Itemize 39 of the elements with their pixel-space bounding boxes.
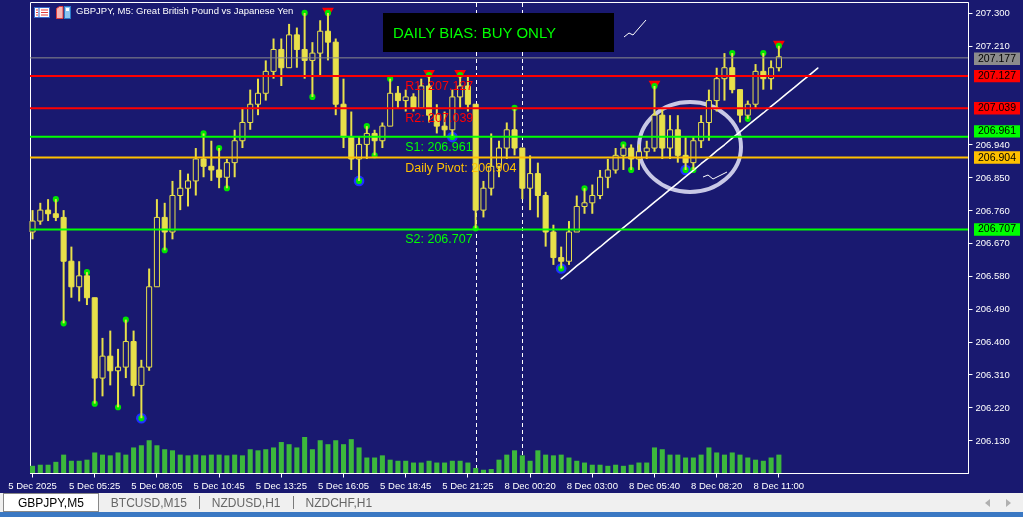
y-tick-label: 206.400 [975,336,1010,348]
y-tick-label: 206.580 [975,270,1010,282]
text: NZDUSD,H1 [198,495,293,510]
y-tick-label: 206.670 [975,237,1010,249]
x-tick-label: 5 Dec 2025 [8,479,57,491]
y-tick-label: 206.220 [975,401,1010,413]
x-tick-label: 8 Dec 00:20 [504,479,556,491]
ref-line-label: S2: 206.707 [405,232,473,247]
x-tick-label: 5 Dec 16:05 [317,479,370,491]
y-tick-label: 206.490 [975,303,1010,315]
x-tick-label: 5 Dec 18:45 [380,479,432,491]
x-tick-label: 8 Dec 05:40 [628,479,681,491]
y-tick-label: 206.940 [975,138,1010,150]
y-tick-label: 206.760 [975,204,1010,216]
chart-title: GBPJPY, M5: Great British Pound vs Japanese Yen [76,5,294,16]
y-tick-label: 207.300 [975,7,1010,19]
x-tick-label: 5 Dec 21:25 [442,479,494,491]
text: 207.177 [978,51,1017,64]
text: 207.039 [978,101,1017,114]
text: 206.904 [978,150,1017,163]
text: BTCUSD,M15 [109,495,188,510]
text: 207.127 [978,69,1017,82]
text: GBPJPY,M5 [3,493,99,512]
x-tick-label: 8 Dec 03:00 [566,479,618,491]
text: 206.961 [978,124,1017,137]
x-tick-label: 8 Dec 11:00 [753,479,805,491]
text: 206.707 [978,222,1017,235]
y-tick-label: 207.210 [975,40,1010,52]
y-tick-label: 206.310 [975,368,1010,380]
y-tick-label: 206.130 [975,434,1010,446]
text: NZDCHF,H1 [292,495,385,510]
x-tick-label: 5 Dec 13:25 [255,479,307,491]
ref-line-label: S1: 206.961 [405,139,473,154]
annotation: DAILY BIAS: BUY ONLY [393,23,557,42]
x-tick-label: 5 Dec 05:25 [69,479,121,491]
x-tick-label: 5 Dec 10:45 [193,479,245,491]
x-tick-label: 8 Dec 08:20 [691,479,743,491]
x-tick-label: 5 Dec 08:05 [131,479,183,491]
y-tick-label: 206.850 [975,171,1010,183]
